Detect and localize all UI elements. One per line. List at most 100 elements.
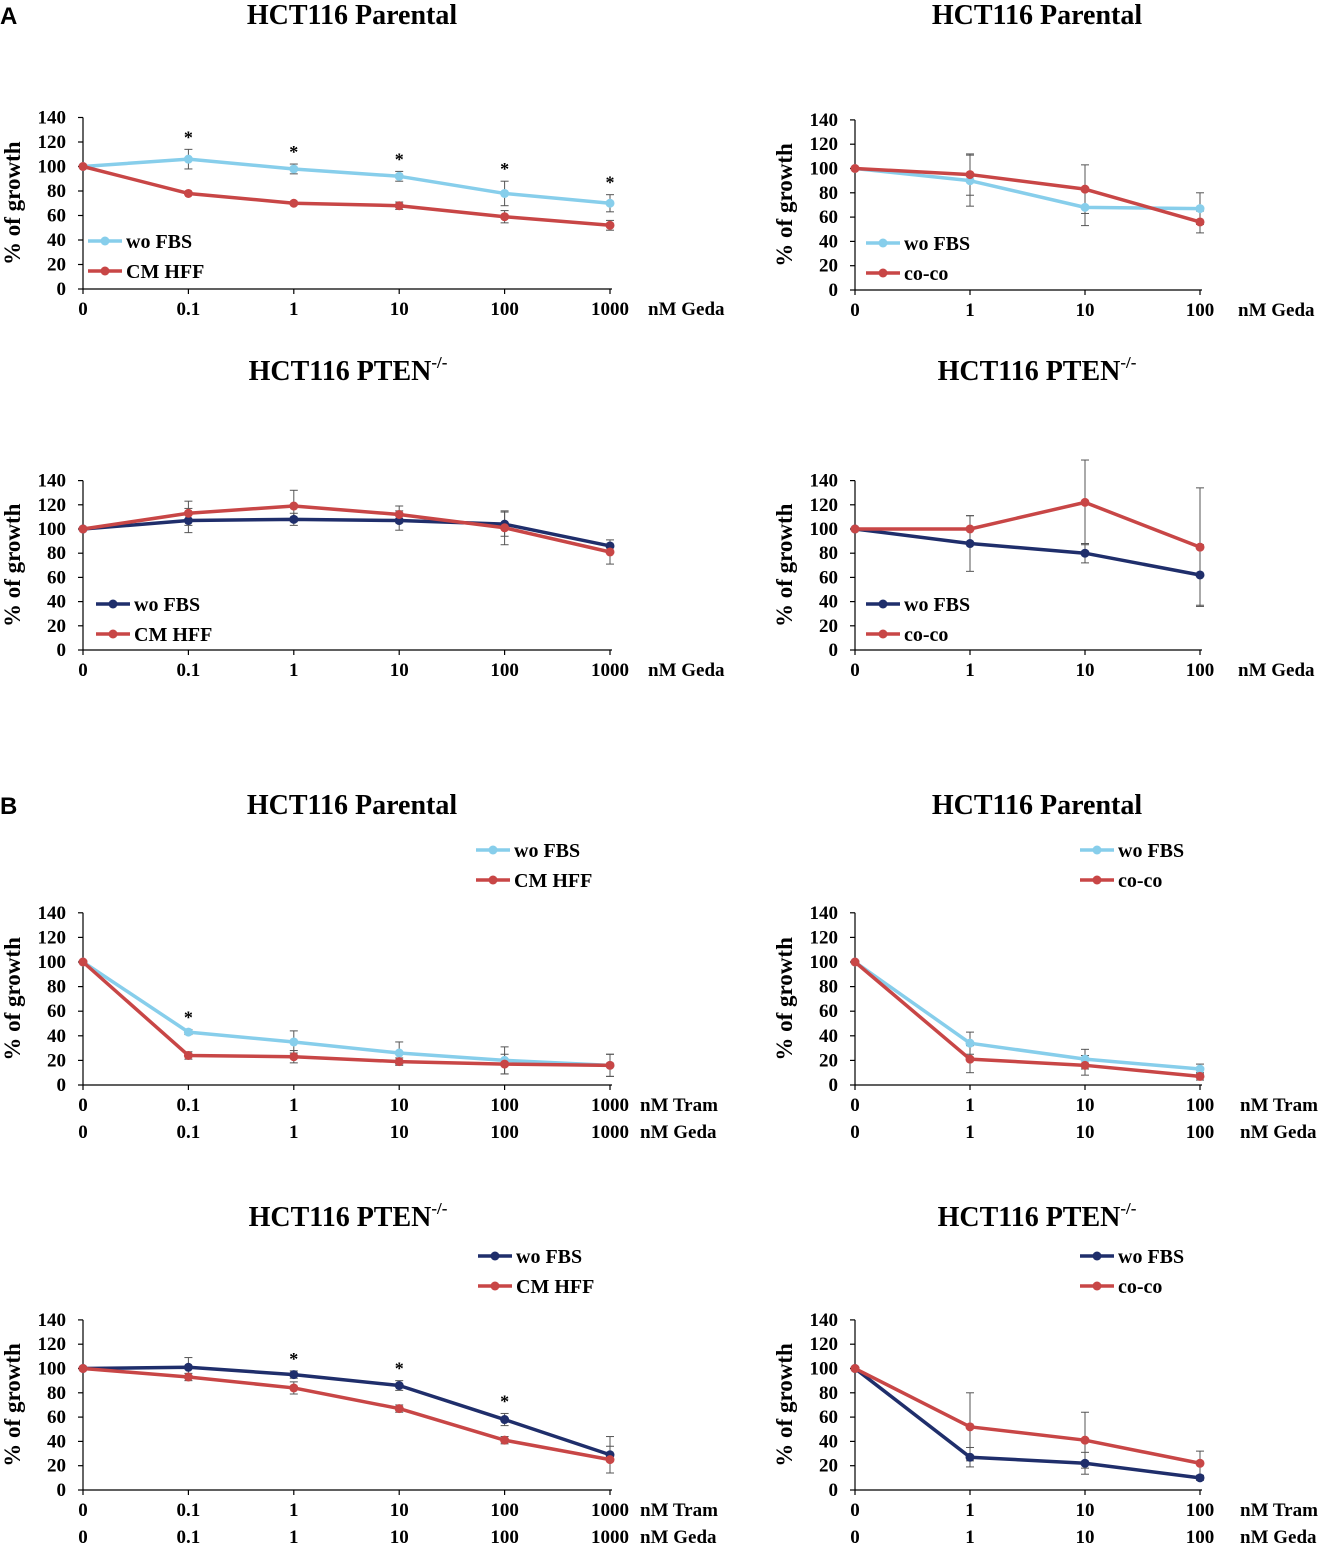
data-point — [394, 1048, 404, 1058]
x-tick-label: 10 — [390, 1500, 409, 1521]
legend-swatch-marker — [488, 875, 498, 885]
y-tick-label: 120 — [38, 132, 67, 153]
x-tick-label: 100 — [490, 660, 519, 681]
y-tick-label: 40 — [47, 1026, 66, 1047]
x-tick-label-row2: 1000 — [591, 1527, 629, 1547]
x-tick-label-row2: 100 — [490, 1122, 519, 1143]
y-tick-label: 140 — [810, 1310, 839, 1331]
x-tick-label: 100 — [490, 1095, 519, 1116]
x-axis-unit-label: nM Geda — [1240, 1122, 1317, 1143]
y-tick-label: 120 — [810, 1334, 839, 1355]
data-point — [605, 220, 615, 230]
y-tick-label: 140 — [38, 471, 67, 492]
y-tick-label: 100 — [38, 1359, 67, 1380]
y-tick-label: 0 — [829, 1075, 839, 1096]
data-point — [289, 501, 299, 511]
y-tick-label: 140 — [38, 108, 67, 129]
x-tick-label: 100 — [1186, 1500, 1215, 1521]
x-tick-label-row2: 0 — [78, 1527, 88, 1547]
y-tick-label: 80 — [819, 977, 838, 998]
significance-star: * — [184, 1008, 193, 1028]
series-line — [853, 1367, 1201, 1480]
x-tick-label: 10 — [390, 1095, 409, 1116]
x-tick-label: 0 — [850, 1500, 860, 1521]
series-line — [82, 960, 611, 1068]
x-axis-unit-label: nM Geda — [1238, 300, 1315, 321]
data-point — [965, 1422, 975, 1432]
y-tick-label: 20 — [819, 1050, 838, 1071]
data-point — [965, 1038, 975, 1048]
significance-star: * — [606, 173, 615, 193]
data-point — [289, 1052, 299, 1062]
data-point — [605, 1060, 615, 1070]
series-line — [82, 517, 611, 548]
data-point — [850, 524, 860, 534]
chart-title-superscript: -/- — [1120, 1199, 1136, 1218]
data-point — [1195, 1458, 1205, 1468]
data-point — [1195, 217, 1205, 227]
y-tick-label: 100 — [810, 159, 839, 180]
data-point — [1080, 1458, 1090, 1468]
data-point — [965, 1054, 975, 1064]
data-point — [1195, 542, 1205, 552]
x-tick-label: 100 — [1186, 300, 1215, 321]
y-tick-label: 140 — [810, 110, 839, 131]
series-line — [82, 504, 611, 554]
y-tick-label: 80 — [819, 1383, 838, 1404]
significance-star: * — [395, 1359, 404, 1379]
data-point — [500, 188, 510, 198]
data-point — [289, 164, 299, 174]
x-tick-label-row2: 10 — [390, 1122, 409, 1143]
data-point — [289, 1383, 299, 1393]
y-tick-label: 120 — [810, 495, 839, 516]
data-point — [183, 1362, 193, 1372]
x-tick-label-row2: 1000 — [591, 1122, 629, 1143]
series-line — [853, 960, 1201, 1071]
chart-title-superscript: -/- — [1120, 353, 1136, 372]
data-point — [500, 523, 510, 533]
x-tick-label: 1 — [965, 1095, 975, 1116]
x-tick-label-row2: 0.1 — [177, 1527, 201, 1547]
legend-swatch-marker — [488, 845, 498, 855]
y-tick-label: 80 — [819, 543, 838, 564]
y-tick-label: 0 — [829, 1480, 839, 1501]
x-tick-label-row2: 0 — [850, 1122, 860, 1143]
x-tick-label: 10 — [1076, 1095, 1095, 1116]
y-tick-label: 40 — [819, 1026, 838, 1047]
x-tick-label-row2: 100 — [490, 1527, 519, 1547]
y-tick-label: 0 — [829, 640, 839, 661]
panel-label-b: B — [0, 793, 17, 820]
y-tick-label: 60 — [819, 1407, 838, 1428]
y-tick-label: 20 — [47, 616, 66, 637]
y-tick-label: 20 — [819, 1456, 838, 1477]
data-point — [1195, 1064, 1205, 1074]
y-tick-label: 140 — [810, 471, 839, 492]
x-tick-label: 100 — [1186, 660, 1215, 681]
data-point — [289, 1370, 299, 1380]
legend-label: co-co — [1118, 870, 1162, 892]
y-tick-label: 120 — [38, 927, 67, 948]
chart-title: HCT116 PTEN-/- — [938, 1199, 1137, 1233]
y-tick-label: 80 — [47, 181, 66, 202]
x-tick-label: 10 — [1076, 300, 1095, 321]
x-tick-label: 0.1 — [177, 1095, 201, 1116]
x-tick-label: 1 — [965, 300, 975, 321]
x-tick-label: 0 — [850, 1095, 860, 1116]
y-tick-label: 60 — [819, 207, 838, 228]
chart-title: HCT116 Parental — [247, 0, 457, 31]
data-point — [1195, 1071, 1205, 1081]
x-axis-unit-label: nM Geda — [1238, 660, 1315, 681]
y-tick-label: 0 — [57, 279, 67, 300]
x-tick-label: 10 — [1076, 1500, 1095, 1521]
y-tick-label: 0 — [57, 640, 67, 661]
y-tick-label: 120 — [810, 134, 839, 155]
y-tick-label: 20 — [819, 256, 838, 277]
panel-label-a: A — [0, 3, 17, 30]
legend-label: CM HFF — [134, 624, 212, 646]
data-point — [394, 171, 404, 181]
significance-star: * — [289, 142, 298, 162]
legend-label: CM HFF — [516, 1276, 594, 1298]
legend-swatch-marker — [490, 1251, 500, 1261]
